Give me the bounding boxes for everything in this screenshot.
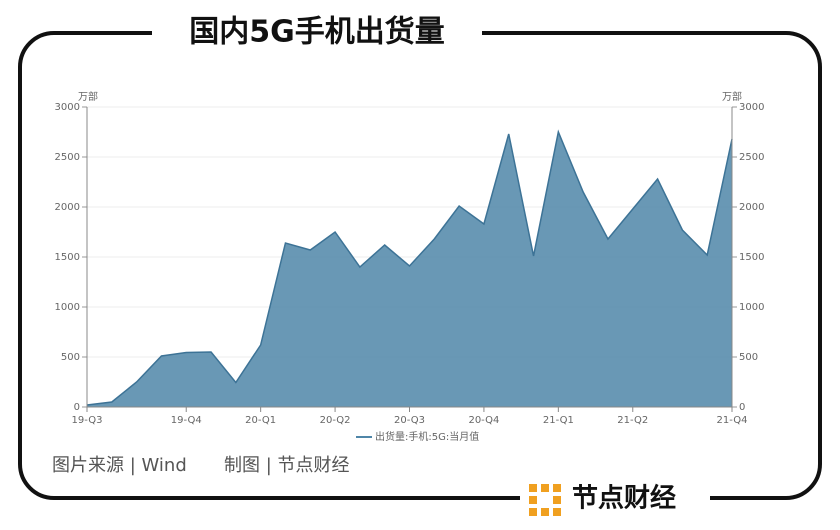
logo-backdrop bbox=[520, 478, 710, 522]
y2-tick-label: 3000 bbox=[739, 102, 764, 113]
source: 图片来源 | Wind bbox=[52, 455, 187, 476]
chart-title: 国内5G手机出货量 bbox=[189, 15, 445, 50]
x-tick-label: 20-Q3 bbox=[394, 415, 425, 426]
x-tick-label: 20-Q1 bbox=[245, 415, 276, 426]
y2-tick-label: 0 bbox=[739, 402, 745, 413]
title-backdrop bbox=[152, 10, 482, 56]
x-tick-label: 21-Q4 bbox=[717, 415, 748, 426]
y-axis-label: 万部 bbox=[78, 90, 98, 103]
logo-icon bbox=[529, 484, 561, 516]
y2-axis-label: 万部 bbox=[722, 90, 742, 103]
x-tick-label: 20-Q4 bbox=[468, 415, 499, 426]
y2-tick-label: 1500 bbox=[739, 252, 764, 263]
y2-tick-label: 500 bbox=[739, 352, 758, 363]
line bbox=[86, 129, 733, 406]
y-tick-label: 500 bbox=[61, 352, 80, 363]
x-tick-label: 19-Q3 bbox=[72, 415, 103, 426]
area-fill bbox=[87, 132, 732, 407]
y-tick-label: 2500 bbox=[55, 152, 80, 163]
y-tick-label: 1000 bbox=[55, 302, 80, 313]
y2-tick-label: 2500 bbox=[739, 152, 764, 163]
y-tick-label: 0 bbox=[74, 402, 80, 413]
x-tick-label: 19-Q4 bbox=[171, 415, 202, 426]
credit: 制图 | 节点财经 bbox=[224, 455, 350, 476]
y-tick-label: 3000 bbox=[55, 102, 80, 113]
y-tick-label: 2000 bbox=[55, 202, 80, 213]
y2-tick-label: 2000 bbox=[739, 202, 764, 213]
x-tick-label: 20-Q2 bbox=[320, 415, 351, 426]
y-tick-label: 1500 bbox=[55, 252, 80, 263]
plot: 0 500 1000 1500 2000 2500 3000 0 500 1000 1500 2000… bbox=[55, 102, 765, 443]
y2-tick-label: 1000 bbox=[739, 302, 764, 313]
legend-label: 出货量:手机:5G:当月值 bbox=[375, 430, 479, 443]
x-tick-label: 21-Q2 bbox=[617, 415, 648, 426]
x-tick-label: 21-Q1 bbox=[543, 415, 574, 426]
logo-text: 节点财经 bbox=[572, 483, 676, 514]
